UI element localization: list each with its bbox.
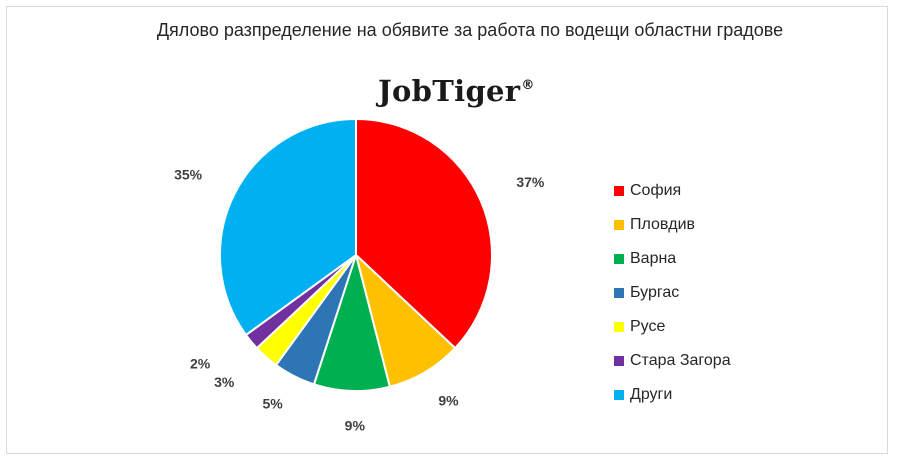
legend-label: Варна (630, 250, 677, 267)
logo-text: JobTiger (378, 74, 521, 108)
pie-slice-7 (219, 117, 357, 337)
pie-slice-1 (355, 117, 493, 350)
legend-swatch (614, 220, 624, 230)
legend-swatch (614, 356, 624, 366)
data-label-5: 3% (214, 374, 235, 390)
legend-item: Бургас (614, 276, 731, 310)
jobtiger-logo: JobTiger® (378, 74, 535, 108)
data-label-2: 9% (438, 393, 459, 409)
legend-item: Пловдив (614, 208, 731, 242)
legend-swatch (614, 254, 624, 264)
legend-item: Други (614, 378, 731, 412)
legend-label: Стара Загора (630, 352, 731, 369)
legend-label: София (630, 182, 682, 199)
registered-mark: ® (521, 78, 535, 93)
legend-item: София (614, 174, 731, 208)
legend-item: Стара Загора (614, 344, 731, 378)
data-label-7: 35% (174, 166, 203, 182)
legend-label: Бургас (630, 284, 680, 301)
legend-label: Пловдив (630, 216, 696, 233)
legend-item: Варна (614, 242, 731, 276)
legend: София Пловдив Варна Бургас Русе Стара Загора Д… (614, 174, 731, 412)
legend-label: Русе (630, 318, 666, 335)
data-label-4: 5% (263, 396, 284, 412)
chart-title: Дялово разпределение на обявите за работ… (156, 20, 784, 40)
data-label-3: 9% (345, 418, 366, 434)
legend-swatch (614, 186, 624, 196)
legend-swatch (614, 390, 624, 400)
legend-swatch (614, 322, 624, 332)
legend-label: Други (630, 386, 673, 403)
data-label-6: 2% (190, 356, 211, 372)
data-label-1: 37% (516, 174, 545, 190)
legend-swatch (614, 288, 624, 298)
legend-item: Русе (614, 310, 731, 344)
